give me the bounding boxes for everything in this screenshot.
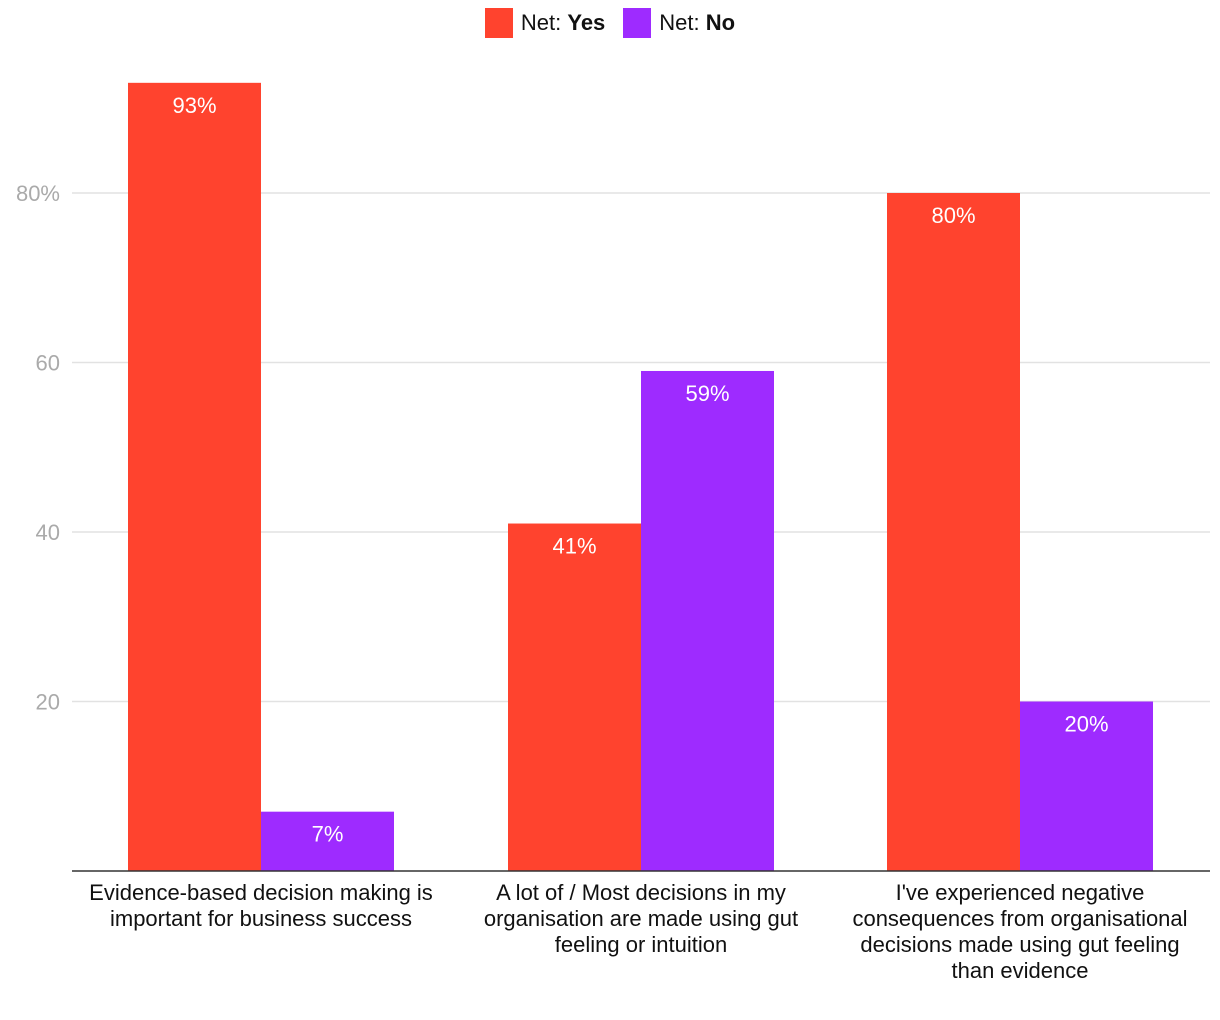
bar-label-yes-2: 41% [552,534,596,559]
category-label-1: Evidence-based decision making is import… [89,880,433,931]
bar-label-yes-1: 93% [172,93,216,118]
legend-swatch-yes [484,8,513,38]
legend-label-yes: Net: Yes [521,10,605,36]
bar-label-yes-3: 80% [931,203,975,228]
bar-yes-1[interactable] [128,82,261,871]
legend-item-yes[interactable]: Net: Yes [484,8,605,38]
bar-yes-3[interactable] [887,193,1020,871]
legend: Net: Yes Net: No [0,8,1220,38]
legend-emph-no: No [705,10,736,35]
bar-no-1[interactable] [261,811,394,871]
category-label-3: I've experienced negative consequences f… [852,880,1188,983]
bar-label-no-3: 20% [1064,712,1108,737]
y-tick-label-60: 60 [36,351,60,376]
bar-no-2[interactable] [641,370,774,871]
y-tick-label-80: 80% [16,181,60,206]
legend-label-no: Net: No [659,10,735,36]
y-tick-label-20: 20 [36,690,60,715]
bar-no-3[interactable] [1020,701,1153,872]
bars [128,82,1153,872]
y-axis-ticks: 20 40 60 80% [16,181,60,715]
legend-prefix-yes: Net: [520,10,568,35]
bar-yes-2[interactable] [508,523,641,871]
bar-label-no-1: 7% [312,822,344,847]
legend-emph-yes: Yes [567,10,606,35]
bar-label-no-2: 59% [685,381,729,406]
category-label-2: A lot of / Most decisions in my organisa… [483,880,799,957]
legend-item-no[interactable]: Net: No [623,8,735,38]
bar-data-labels: 93% 41% 80% 7% 59% 20% [172,93,1108,847]
legend-prefix-no: Net: [659,10,706,35]
legend-swatch-no [623,8,652,38]
y-tick-label-40: 40 [36,520,60,545]
